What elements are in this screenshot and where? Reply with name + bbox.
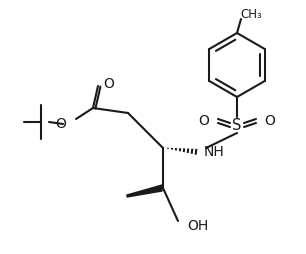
Text: O: O bbox=[199, 114, 209, 128]
Polygon shape bbox=[127, 185, 162, 197]
Text: O: O bbox=[55, 117, 66, 131]
Text: OH: OH bbox=[187, 219, 208, 233]
Text: NH: NH bbox=[204, 145, 225, 159]
Text: CH₃: CH₃ bbox=[240, 8, 262, 21]
Text: O: O bbox=[265, 114, 275, 128]
Text: O: O bbox=[103, 77, 114, 91]
Text: S: S bbox=[232, 118, 242, 133]
